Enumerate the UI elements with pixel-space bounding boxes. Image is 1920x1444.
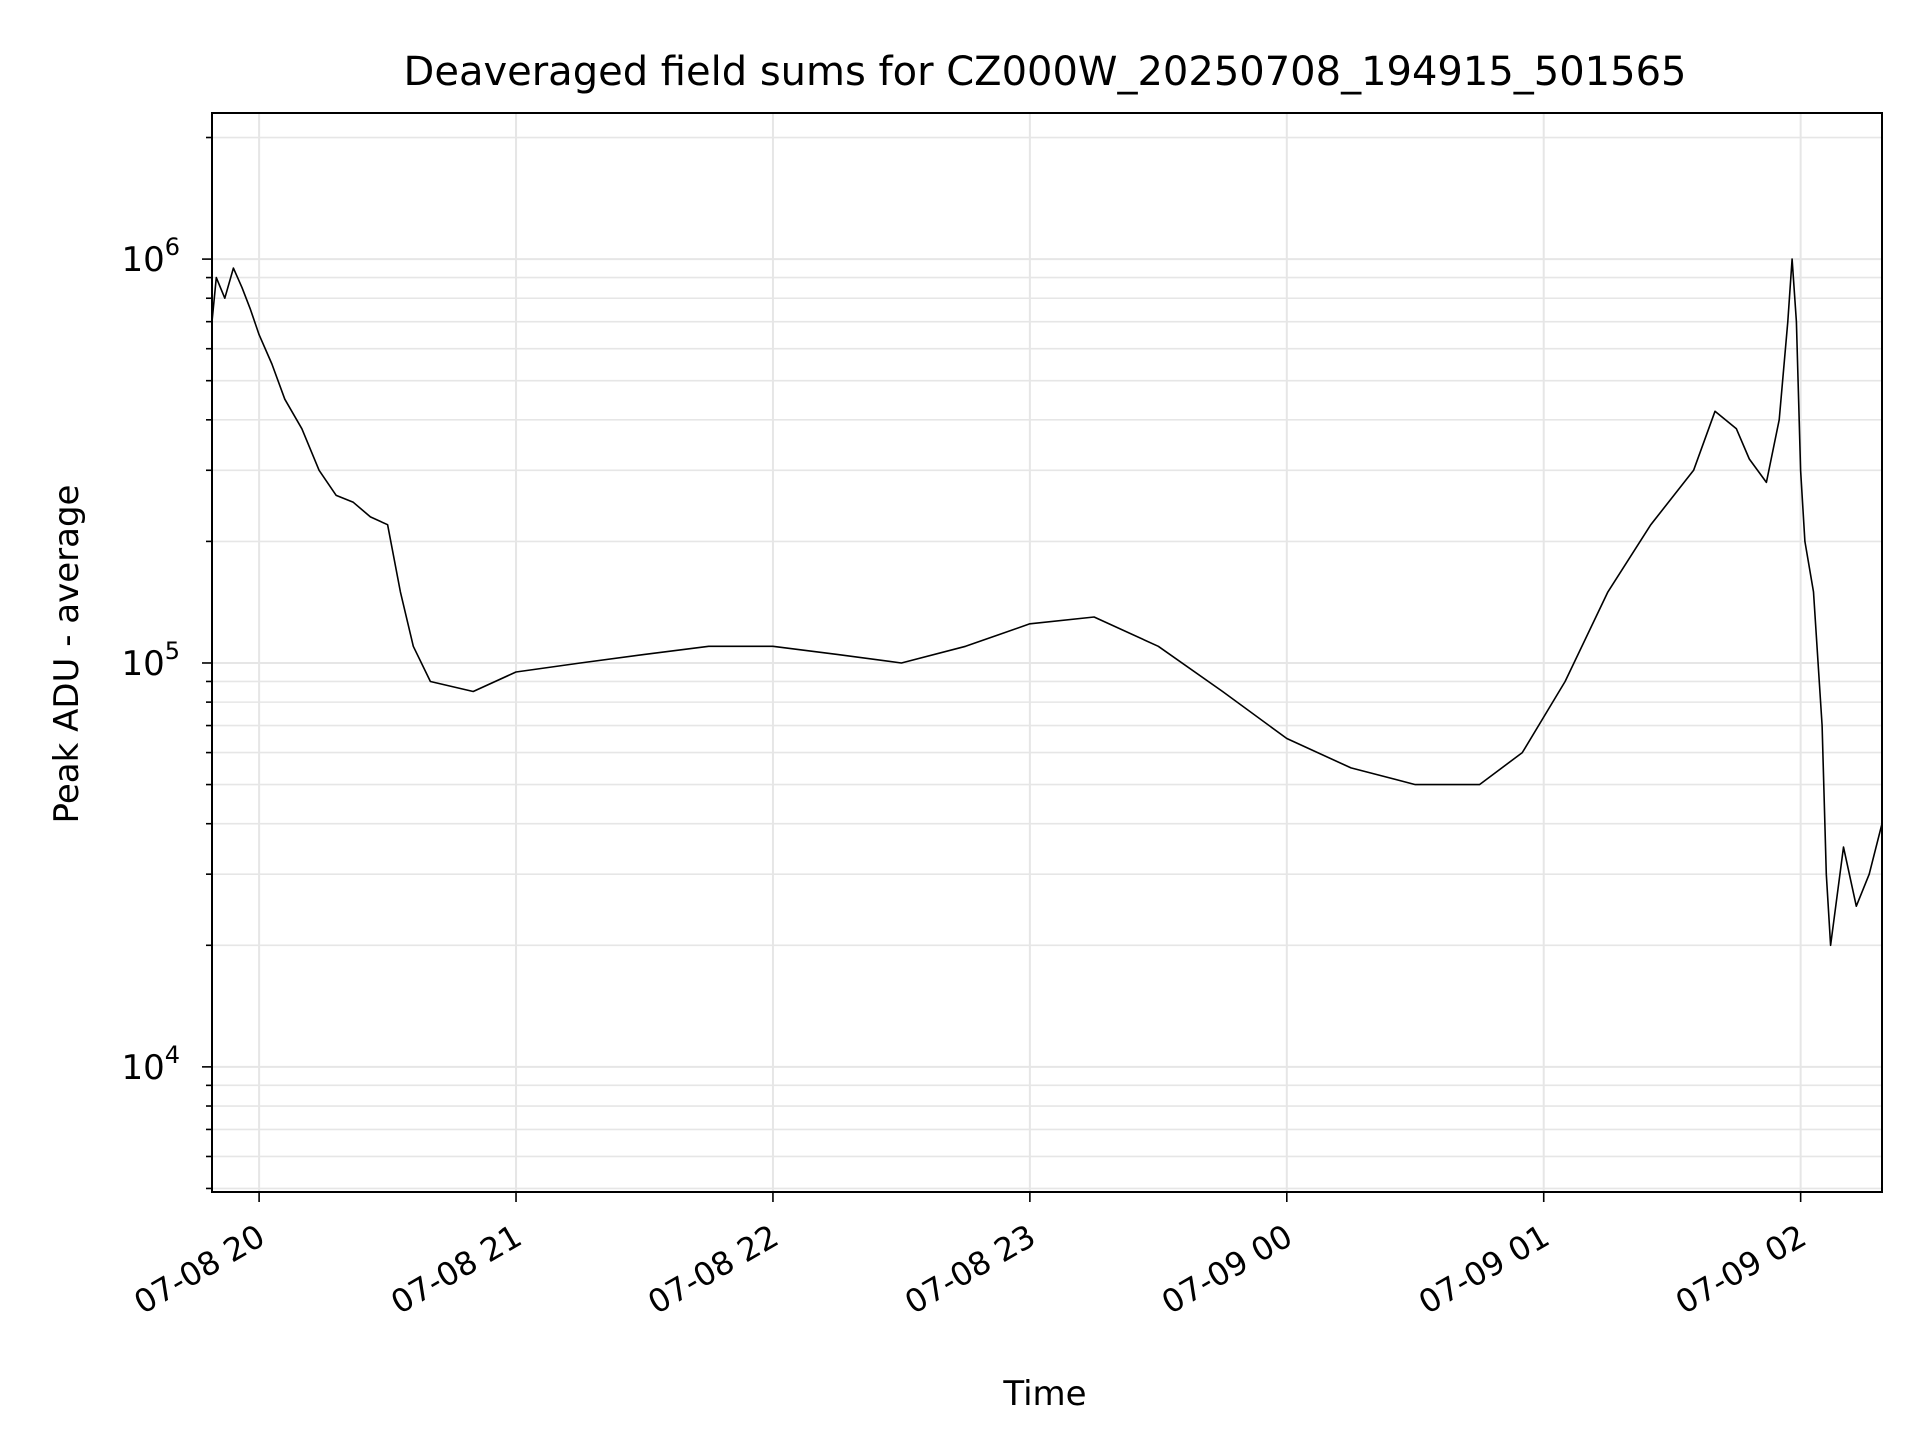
y-tick-base: 10 — [121, 240, 164, 280]
y-tick-label: 104 — [121, 1041, 180, 1088]
y-tick-exponent: 4 — [165, 1041, 180, 1069]
y-tick-base: 10 — [121, 1048, 164, 1088]
plot-frame — [211, 112, 1883, 1193]
grid-layer — [212, 113, 1882, 1192]
series-layer — [211, 258, 1883, 947]
chart-title: Deaveraged field sums for CZ000W_2025070… — [404, 49, 1687, 95]
x-axis-label: Time — [1002, 1374, 1086, 1414]
y-tick-base: 10 — [121, 644, 164, 684]
y-tick-exponent: 6 — [165, 233, 180, 261]
y-axis-label: Peak ADU - average — [47, 485, 87, 824]
series-line — [211, 258, 1883, 947]
y-tick-exponent: 5 — [165, 637, 180, 665]
y-tick-label: 105 — [121, 637, 180, 684]
y-tick-label: 106 — [121, 233, 180, 280]
